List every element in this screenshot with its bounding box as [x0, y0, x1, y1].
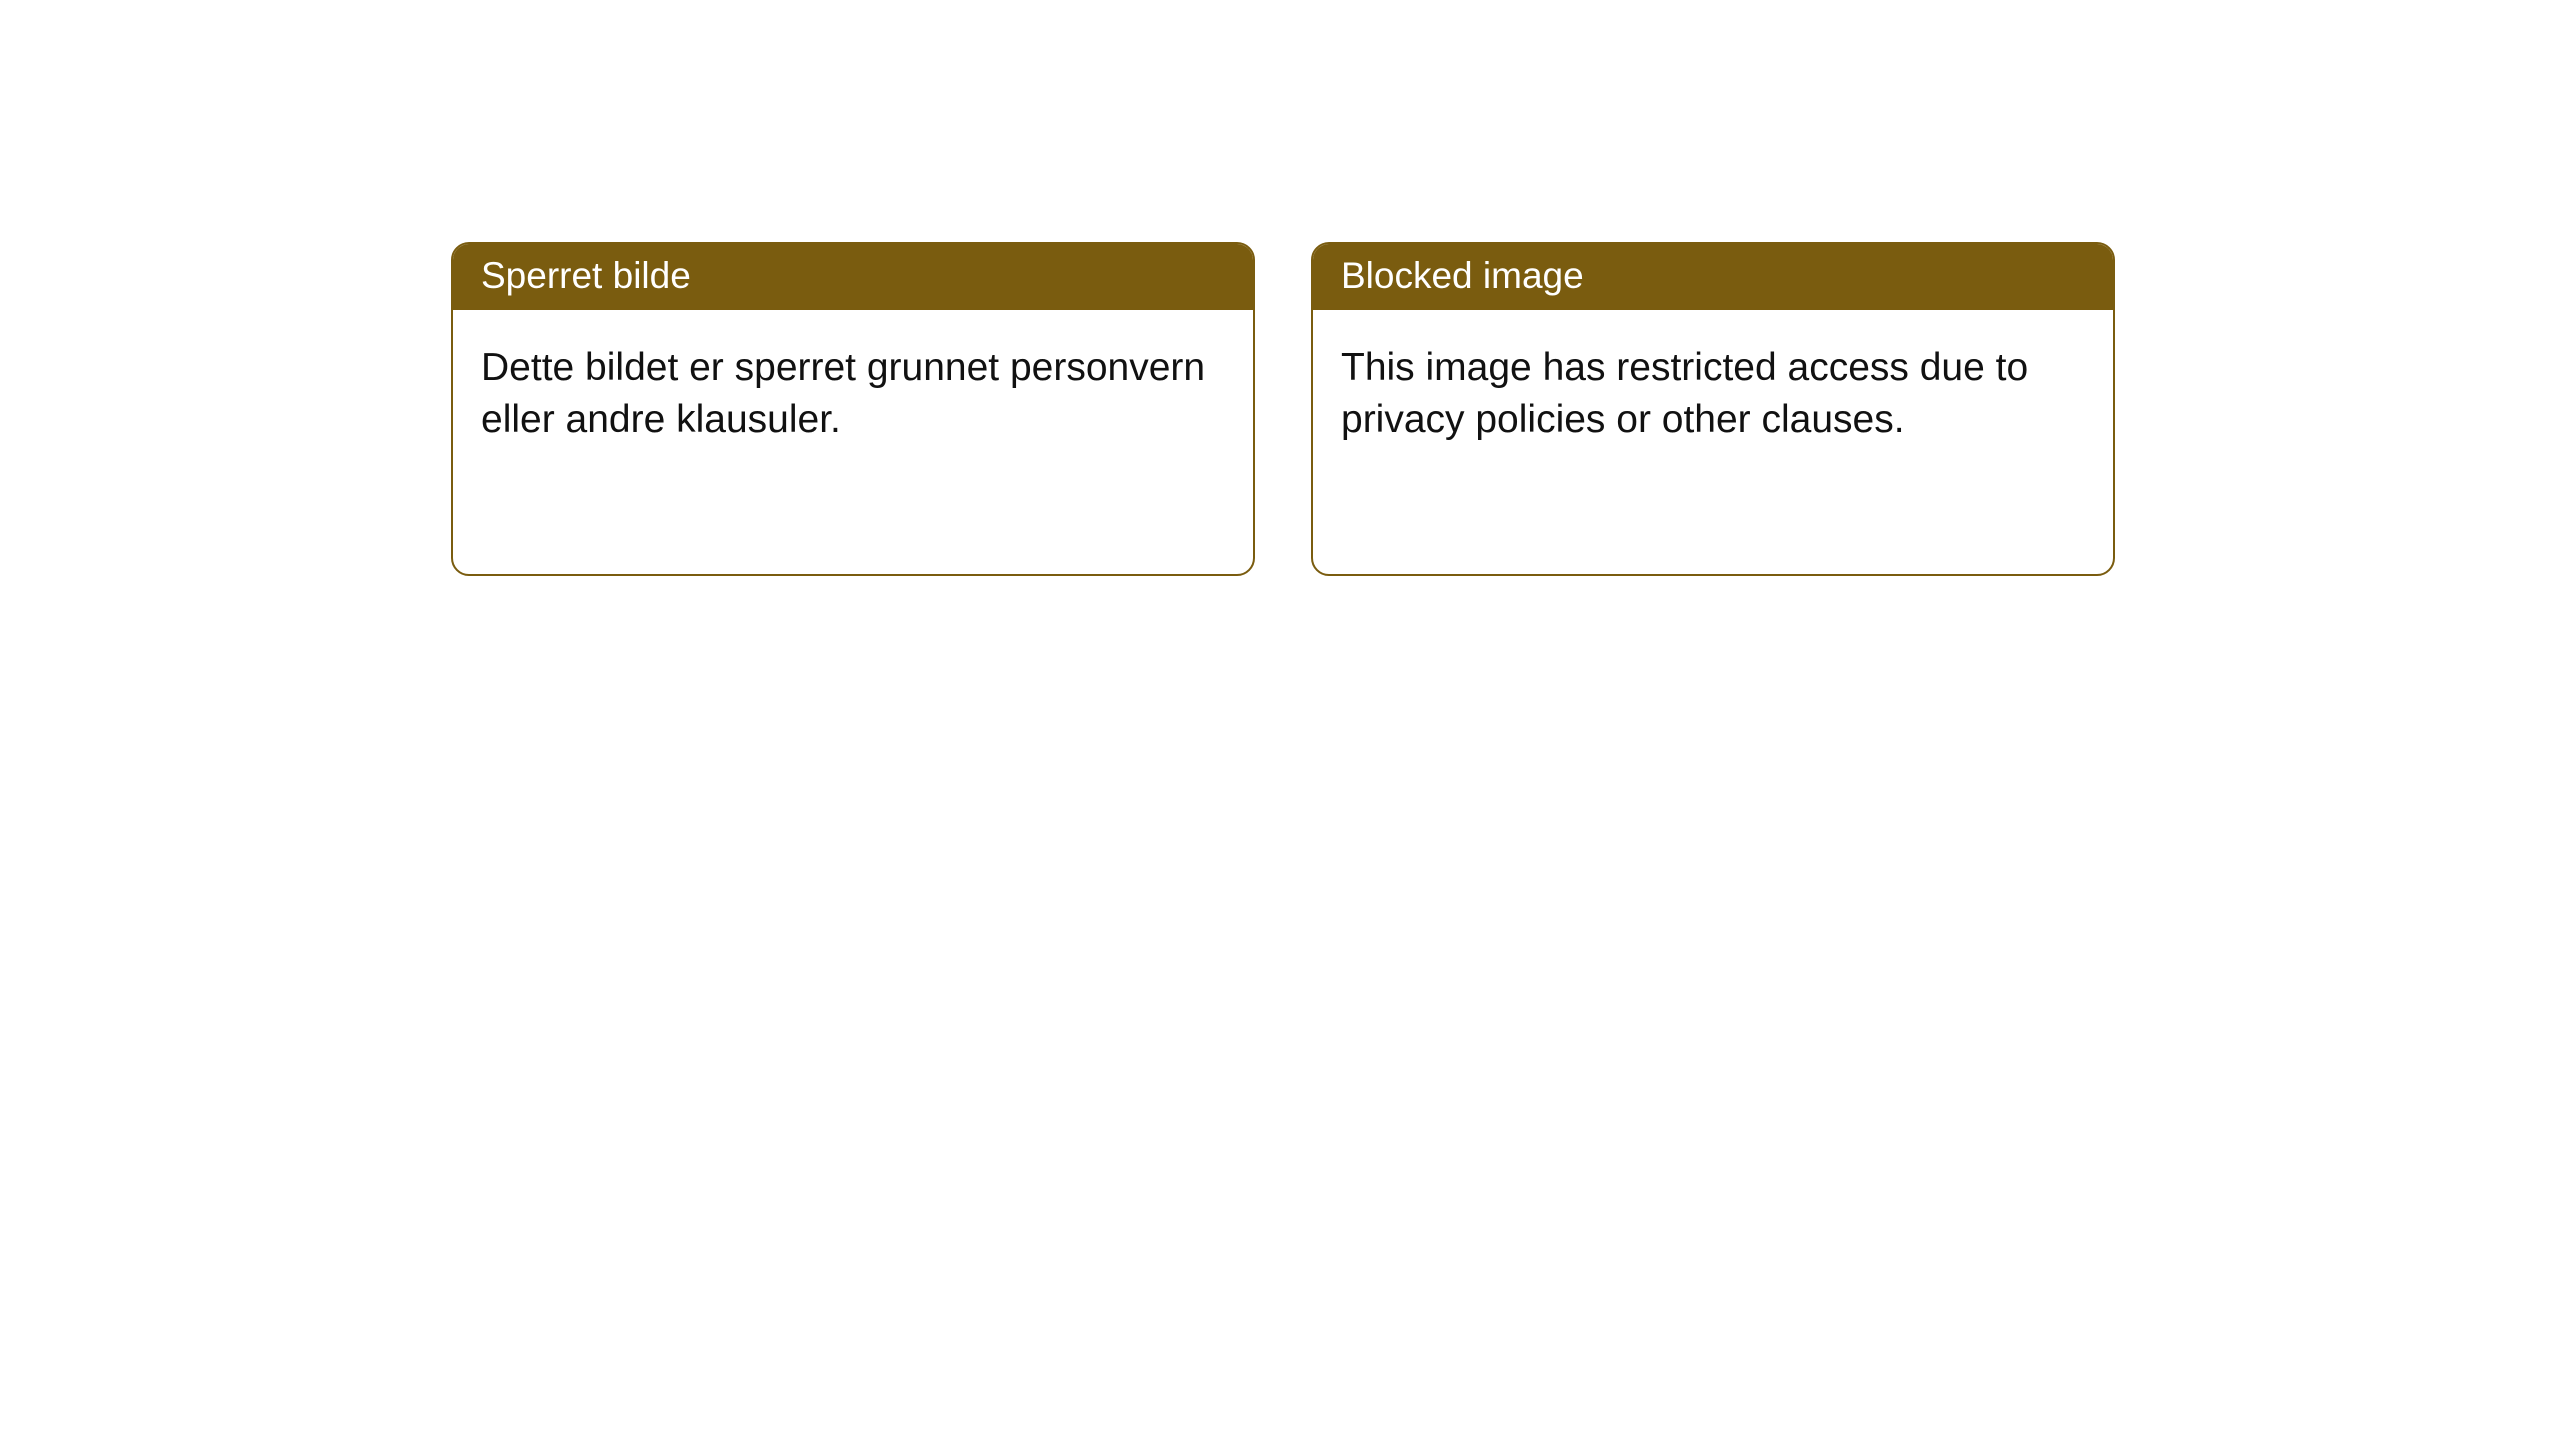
- notice-box-english: Blocked image This image has restricted …: [1311, 242, 2115, 576]
- notice-body: Dette bildet er sperret grunnet personve…: [453, 310, 1253, 478]
- notice-header: Sperret bilde: [453, 244, 1253, 310]
- notice-box-norwegian: Sperret bilde Dette bildet er sperret gr…: [451, 242, 1255, 576]
- notice-header: Blocked image: [1313, 244, 2113, 310]
- notice-body: This image has restricted access due to …: [1313, 310, 2113, 478]
- notice-container: Sperret bilde Dette bildet er sperret gr…: [0, 0, 2560, 576]
